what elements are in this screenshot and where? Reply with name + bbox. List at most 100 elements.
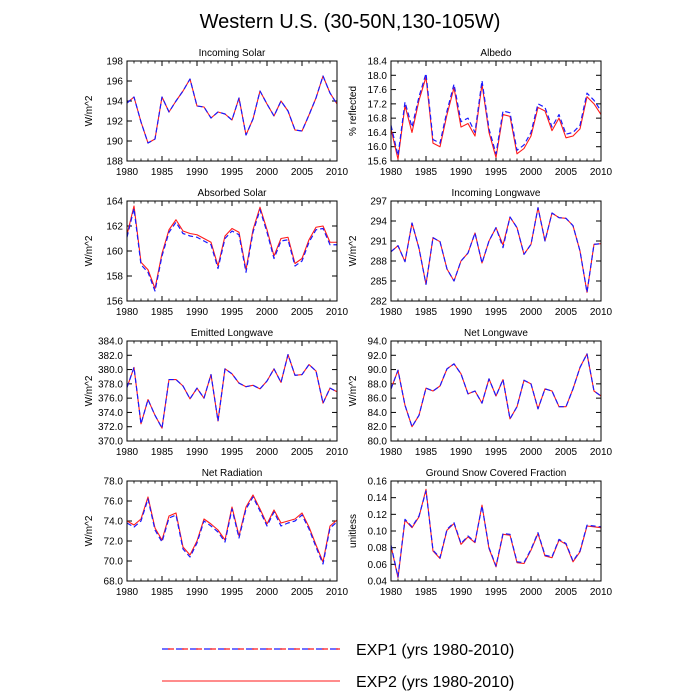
x-tick-label: 1985 — [415, 587, 438, 598]
panel-net-radiation: Net Radiation W/m^2 1980 1985 1990 1995 2000 20… — [84, 468, 349, 598]
y-tick-label: 164 — [106, 197, 123, 208]
series-line-exp1 — [126, 207, 337, 292]
x-tick-label: 1990 — [186, 447, 209, 458]
series-line-exp2 — [390, 76, 602, 160]
y-tick-label: 294 — [370, 217, 387, 228]
x-tick-label: 1995 — [485, 307, 508, 318]
x-tick-label: 1980 — [380, 587, 403, 598]
y-tick-label: 0.04 — [368, 577, 388, 588]
y-tick-label: 18.0 — [368, 71, 388, 82]
plot-frame — [126, 200, 338, 302]
y-tick-label: 372.0 — [98, 422, 123, 433]
y-axis-label: % reflected — [348, 86, 359, 136]
x-tick-label: 1995 — [221, 167, 244, 178]
x-tick-label: 1980 — [380, 167, 403, 178]
y-tick-label: 380.0 — [98, 365, 123, 376]
x-tick-label: 2010 — [590, 167, 613, 178]
x-tick-label: 1995 — [221, 307, 244, 318]
y-tick-label: 78.0 — [104, 477, 124, 488]
series-line-exp2 — [126, 494, 338, 563]
x-tick-label: 1990 — [186, 167, 209, 178]
x-tick-label: 1995 — [485, 167, 508, 178]
panel-emitted-longwave: Emitted Longwave W/m^2 1980 1985 1990 1995 200… — [84, 328, 349, 458]
plot-frame — [390, 340, 602, 442]
panel-title: Net Longwave — [464, 328, 528, 339]
plot-frame — [390, 200, 602, 302]
x-tick-label: 1990 — [450, 307, 473, 318]
y-tick-label: 376.0 — [98, 394, 123, 405]
y-tick-label: 291 — [370, 237, 387, 248]
series-line-exp2 — [126, 354, 338, 429]
x-tick-label: 1980 — [116, 447, 139, 458]
panel-title: Incoming Solar — [199, 48, 266, 59]
x-tick-label: 1985 — [151, 447, 174, 458]
series-line-exp2 — [390, 207, 602, 293]
x-tick-label: 2010 — [590, 447, 613, 458]
series-line-exp1 — [390, 72, 602, 157]
y-tick-label: 370.0 — [98, 437, 123, 448]
y-tick-label: 285 — [370, 277, 387, 288]
x-tick-label: 2010 — [590, 587, 613, 598]
x-tick-label: 1985 — [415, 167, 438, 178]
y-tick-label: 18.4 — [368, 57, 388, 68]
y-tick-label: 88.0 — [368, 379, 388, 390]
y-tick-label: 17.6 — [368, 85, 388, 96]
y-tick-label: 384.0 — [98, 337, 123, 348]
x-tick-label: 2000 — [520, 307, 543, 318]
x-tick-label: 2010 — [590, 307, 613, 318]
x-tick-label: 1985 — [151, 587, 174, 598]
y-tick-label: 90.0 — [368, 365, 388, 376]
y-tick-label: 72.0 — [104, 537, 124, 548]
y-tick-label: 84.0 — [368, 408, 388, 419]
y-tick-label: 158 — [106, 272, 123, 283]
legend-label-exp1: EXP1 (yrs 1980-2010) — [356, 642, 514, 659]
panels: Incoming Solar W/m^2 1980 1985 1990 1995 2000 2… — [84, 48, 613, 598]
plot-frame — [126, 480, 338, 582]
x-tick-label: 1995 — [221, 587, 244, 598]
x-tick-label: 2005 — [291, 167, 314, 178]
y-tick-label: 282 — [370, 297, 387, 308]
y-tick-label: 156 — [106, 297, 123, 308]
x-tick-label: 1980 — [380, 447, 403, 458]
series-line-exp2 — [126, 75, 338, 144]
x-tick-label: 2000 — [520, 447, 543, 458]
y-axis-label: W/m^2 — [348, 235, 359, 266]
y-tick-label: 190 — [106, 137, 123, 148]
y-tick-label: 68.0 — [104, 577, 124, 588]
y-tick-label: 374.0 — [98, 408, 123, 419]
x-tick-label: 2005 — [555, 307, 578, 318]
series-line-exp1 — [126, 353, 338, 429]
panel-net-longwave: Net Longwave W/m^2 1980 1985 1990 1995 2000 200… — [348, 328, 613, 458]
y-tick-label: 196 — [106, 77, 123, 88]
y-tick-label: 80.0 — [368, 437, 388, 448]
y-tick-label: 76.0 — [104, 497, 124, 508]
x-tick-label: 2010 — [326, 587, 349, 598]
x-tick-label: 2005 — [555, 167, 578, 178]
y-tick-label: 16.4 — [368, 128, 388, 139]
x-tick-label: 2005 — [555, 447, 578, 458]
series-line-exp1 — [390, 353, 602, 428]
x-tick-label: 2005 — [291, 307, 314, 318]
panel-title: Incoming Longwave — [452, 188, 541, 199]
panel-albedo: Albedo % reflected 1980 1985 1990 1995 2000 200… — [348, 48, 613, 178]
y-axis-label: unitless — [348, 514, 359, 548]
x-tick-label: 1990 — [450, 587, 473, 598]
x-tick-label: 2000 — [256, 587, 279, 598]
panel-incoming-solar: Incoming Solar W/m^2 1980 1985 1990 1995 2000 2… — [84, 48, 349, 178]
panel-title: Ground Snow Covered Fraction — [426, 468, 567, 479]
y-tick-label: 0.08 — [368, 543, 388, 554]
legend-label-exp2: EXP2 (yrs 1980-2010) — [356, 674, 514, 691]
y-tick-label: 297 — [370, 197, 387, 208]
panel-ground-snow-covered-fraction: Ground Snow Covered Fraction unitless 1980… — [348, 468, 613, 598]
legend: EXP1 (yrs 1980-2010) EXP2 (yrs 1980-2010… — [162, 642, 514, 691]
y-tick-label: 188 — [106, 157, 123, 168]
y-tick-label: 0.16 — [368, 477, 388, 488]
plot-frame — [126, 60, 338, 162]
series-line-exp1 — [390, 490, 602, 578]
series-line-exp1 — [126, 496, 338, 565]
y-axis-label: W/m^2 — [84, 375, 95, 406]
y-tick-label: 192 — [106, 117, 123, 128]
y-tick-label: 16.8 — [368, 114, 388, 125]
x-tick-label: 2000 — [256, 447, 279, 458]
